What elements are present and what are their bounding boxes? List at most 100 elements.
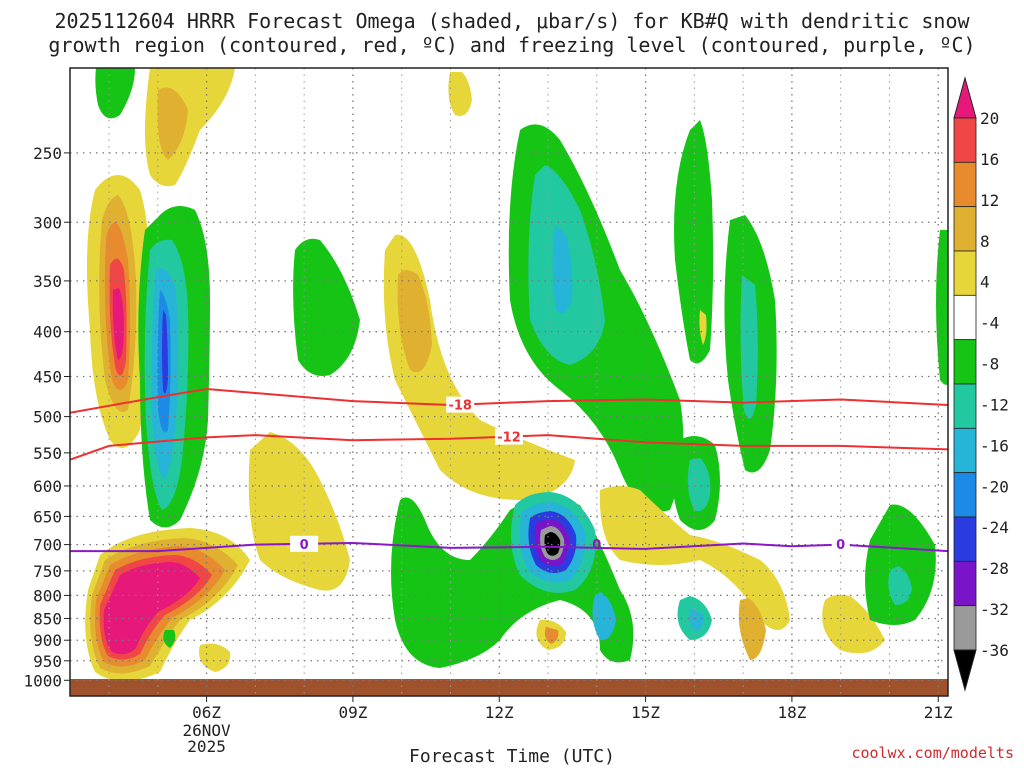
omega-region [592,592,616,641]
colorbar-bottom-arrow [953,649,977,692]
contour-label-bg [831,535,850,552]
colorbar-label: -32 [980,600,1009,619]
omega-region [936,230,948,385]
y-tick-label: 700 [33,536,62,555]
omega-region [687,458,711,511]
x-tick-label: 06Z [192,703,221,722]
contour-lines: -18 -12 0 0 0 [70,387,948,553]
omega-shading [85,68,948,681]
y-tick-label: 250 [33,144,62,163]
colorbar-swatch [953,472,977,518]
colorbar-swatch [953,117,977,163]
omega-region [822,594,885,654]
omega-region [248,432,350,591]
contour-line [70,434,948,461]
y-tick-label: 950 [33,652,62,671]
x-tick-label: 21Z [924,703,953,722]
x-tick-label: 09Z [338,703,367,722]
y-tick-label: 350 [33,272,62,291]
omega-region [674,120,714,364]
y-tick-label: 500 [33,408,62,427]
omega-region [163,630,176,648]
contour-label-bg [495,428,523,445]
contour-label-bg [446,396,475,413]
y-tick-label: 300 [33,213,62,232]
x-date-label: 26NOV [182,721,231,740]
colorbar-swatch [953,383,977,429]
y-tick-label: 550 [33,444,62,463]
omega-region [448,72,472,116]
ground-surface [70,679,948,696]
x-tick-label: 18Z [777,703,806,722]
omega-region [103,562,200,655]
omega-region [688,608,704,632]
contour-label-bg [290,535,319,552]
y-tick-label: 650 [33,507,62,526]
omega-region [157,87,188,160]
omega-region [397,270,432,373]
colorbar-top-arrow [953,76,977,119]
omega-region [95,68,135,119]
x-tick-label: 12Z [485,703,514,722]
omega-region [199,643,231,672]
source-credit[interactable]: coolwx.com/modelts [851,744,1014,762]
plot-frame [69,67,949,697]
colorbar-swatch [953,339,977,385]
colorbar-label: 4 [980,273,990,292]
colorbar-label: -12 [980,395,1009,414]
colorbar-swatch [953,560,977,607]
y-tick-label: 850 [33,609,62,628]
colorbar-swatch [953,161,977,208]
colorbar-swatch [953,427,977,474]
colorbar-swatch [953,250,977,296]
colorbar-label: -28 [980,559,1009,578]
colorbar-label: 12 [980,191,999,210]
x-tick-label: 15Z [631,703,660,722]
omega-region [293,238,360,376]
colorbar-label: -16 [980,436,1009,455]
y-tick-label: 750 [33,562,62,581]
y-tick-label: 450 [33,368,62,387]
omega-region [112,288,124,360]
colorbar-label: -36 [980,641,1009,660]
colorbar-label: -4 [980,314,999,333]
colorbar-label: 16 [980,150,999,169]
y-tick-label: 800 [33,586,62,605]
contour-label: -12 [497,431,521,446]
omega-region [738,598,766,660]
omega-region [599,486,790,630]
colorbar: 20 16 12 8 4 -4 -8 -12 -16 -20 -24 -28 -32 -36 [953,76,1009,692]
colorbar-label: -8 [980,355,999,374]
omega-region [544,627,559,644]
contour-line [70,541,948,553]
omega-region [383,234,575,500]
omega-region [888,566,912,605]
colorbar-swatch [953,206,977,252]
colorbar-swatch [953,294,977,341]
omega-region [552,225,573,314]
contour-label: 0 [836,538,845,553]
colorbar-swatch [953,605,977,651]
colorbar-label: 8 [980,232,990,251]
x-year-label: 2025 [187,737,226,756]
y-axis: 250 300 350 400 450 500 550 600 650 700 750 800 850 9… [23,144,70,690]
omega-region [699,310,707,345]
y-tick-label: 1000 [23,671,62,690]
contour-label: -18 [448,399,472,414]
chart-title-line2: growth region (contoured, red, ºC) and f… [48,33,976,57]
contour-label: 0 [592,538,601,553]
y-tick-label: 400 [33,323,62,342]
colorbar-label: -20 [980,477,1009,496]
y-tick-label: 600 [33,477,62,496]
x-axis-label: Forecast Time (UTC) [409,746,615,767]
colorbar-swatch [953,516,977,562]
colorbar-label: -24 [980,518,1009,537]
contour-label: 0 [300,538,309,553]
colorbar-label: 20 [980,109,999,128]
omega-region [740,275,758,419]
y-tick-label: 900 [33,631,62,650]
chart-title-line1: 2025112604 HRRR Forecast Omega (shaded, … [54,9,970,33]
omega-region [162,310,168,394]
